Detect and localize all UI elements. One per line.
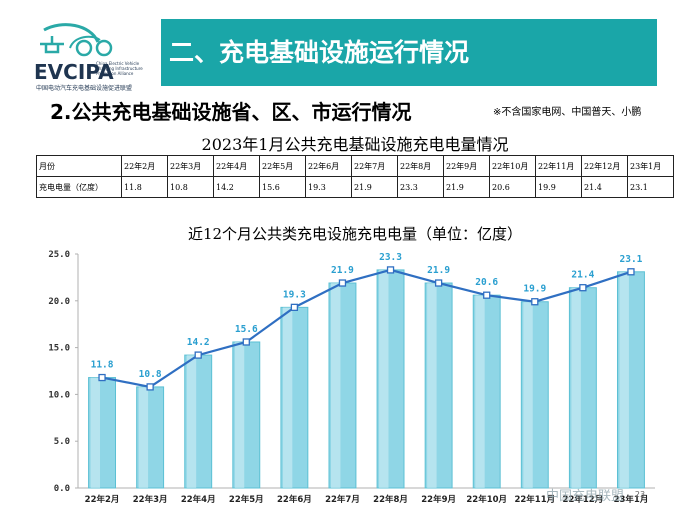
data-label: 11.8 (91, 360, 114, 371)
data-label: 23.1 (620, 254, 643, 265)
line-point (386, 266, 395, 274)
bar (280, 306, 309, 489)
data-label: 21.9 (427, 265, 450, 276)
x-tick-label: 22年7月 (325, 494, 360, 505)
line-point (338, 279, 347, 287)
bar-highlight (571, 287, 581, 488)
data-label: 19.9 (523, 284, 546, 295)
bar-highlight (379, 269, 389, 488)
x-tick-label: 22年10月 (466, 494, 507, 505)
bar-highlight (282, 307, 293, 488)
bar-highlight (330, 283, 341, 488)
data-label: 21.4 (571, 270, 594, 281)
table-cell-month: 22年5月 (259, 155, 306, 177)
section-title: 二、充电基础设施运行情况 (169, 38, 470, 67)
data-label: 20.6 (475, 277, 498, 288)
table-cell-value: 14.2 (213, 176, 260, 198)
table-title: 2023年1月公共充电基础设施充电电量情况 (201, 135, 509, 154)
data-label: 21.9 (331, 265, 354, 276)
table-cell-month: 22年4月 (213, 155, 260, 177)
line-point (434, 279, 443, 287)
x-tick-label: 22年2月 (85, 494, 120, 505)
ev-car-plug-icon (40, 23, 113, 57)
bar-highlight (138, 386, 149, 488)
x-tick-label: 22年6月 (277, 494, 312, 505)
table-cell-value: 15.6 (259, 176, 306, 198)
data-label: 15.6 (235, 324, 258, 335)
exclusion-note: ※不含国家电网、中国普天、小鹏 (493, 107, 642, 118)
line-point (627, 268, 635, 276)
x-tick-label: 23年1月 (614, 494, 649, 505)
line-point (531, 298, 539, 306)
table-cell-value: 21.4 (581, 176, 628, 198)
bar (184, 354, 213, 489)
data-label: 23.3 (379, 252, 402, 263)
bar-highlight (427, 283, 437, 488)
bar-highlight (186, 355, 197, 488)
table-cell-month: 22年11月 (535, 155, 582, 177)
bar (88, 377, 117, 489)
y-tick-label: 25.0 (48, 250, 70, 260)
logo-subtitle-cn: 中国电动汽车充电基础设施促进联盟 (36, 85, 133, 92)
bar-highlight (234, 341, 245, 488)
bar (424, 282, 453, 489)
bar-highlight (619, 271, 629, 488)
y-tick-label: 5.0 (54, 437, 70, 447)
x-tick-label: 22年4月 (181, 494, 216, 505)
line-point (98, 373, 106, 382)
bar-highlight (475, 295, 485, 488)
logo-wordmark: EVCIPA (34, 60, 114, 84)
line-point (579, 284, 587, 292)
table-cell-month: 22年3月 (167, 155, 214, 177)
y-tick-label: 20.0 (48, 297, 70, 307)
table-cell-value: 19.9 (535, 176, 582, 198)
subheading: 2.公共充电基础设施省、区、市运行情况 (50, 100, 412, 124)
watermark: 中国充电联盟 (546, 489, 625, 504)
table-cell-value: 23.1 (627, 176, 674, 198)
charging-volume-table: 月份 22年2月 22年3月 22年4月 22年5月 22年6月 22年7月 2… (36, 155, 674, 198)
table-row: 充电电量（亿度） 11.8 10.8 14.2 15.6 19.3 21.9 2… (36, 176, 674, 198)
table-row-header: 月份 (36, 155, 122, 177)
bar-highlight (523, 301, 533, 488)
bar (328, 282, 357, 489)
series-line (101, 268, 632, 389)
evcipa-logo (22, 22, 162, 92)
y-tick-label: 15.0 (48, 344, 70, 354)
table-cell-month: 22年12月 (581, 155, 628, 177)
x-tick-label: 22年5月 (229, 494, 264, 505)
x-tick-label: 22年8月 (373, 494, 408, 505)
line-point (483, 291, 491, 299)
table-cell-month: 22年7月 (351, 155, 398, 177)
table-row-header: 充电电量（亿度） (36, 176, 122, 198)
table-header-row: 月份 22年2月 22年3月 22年4月 22年5月 22年6月 22年7月 2… (36, 155, 674, 177)
x-tick-label: 22年9月 (421, 494, 456, 505)
logo-subtitle-en: China Electric Vehicle Charging Infrastr… (96, 61, 143, 76)
data-label: 19.3 (283, 289, 306, 300)
bar (520, 301, 549, 489)
line-point (194, 351, 202, 359)
data-label: 14.2 (187, 337, 210, 348)
x-tick-label: 22年12月 (563, 494, 604, 505)
table-cell-value: 19.3 (305, 176, 352, 198)
bar (136, 386, 165, 489)
x-tick-label: 22年11月 (514, 494, 555, 505)
y-tick-label: 0.0 (54, 484, 70, 494)
x-tick-label: 22年3月 (133, 494, 168, 505)
table-cell-month: 22年9月 (443, 155, 490, 177)
title-banner (161, 19, 657, 86)
chart-title: 近12个月公共类充电设施充电电量（单位：亿度） (187, 225, 523, 243)
line-point (242, 338, 250, 346)
table-cell-month: 23年1月 (627, 155, 674, 177)
page-number: 23 (635, 490, 645, 499)
bar (616, 271, 645, 489)
y-tick-label: 10.0 (48, 390, 70, 400)
bar (472, 294, 501, 489)
bar (568, 287, 597, 489)
line-point (146, 383, 154, 391)
bar-highlight (90, 377, 101, 488)
line-point (290, 303, 299, 312)
data-label: 10.8 (139, 369, 162, 380)
bar (232, 341, 261, 489)
